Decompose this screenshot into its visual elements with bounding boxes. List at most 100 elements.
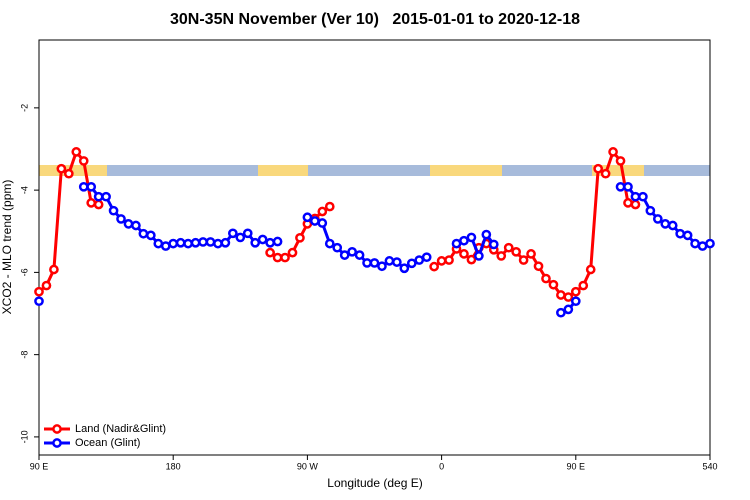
x-tick-label: 90 E bbox=[567, 461, 586, 471]
point bbox=[101, 191, 111, 202]
point bbox=[481, 229, 492, 240]
point bbox=[295, 232, 305, 243]
point bbox=[377, 261, 387, 272]
point bbox=[93, 191, 104, 202]
point bbox=[570, 296, 581, 307]
point bbox=[198, 237, 208, 247]
point bbox=[302, 212, 313, 223]
point bbox=[347, 246, 357, 257]
point bbox=[86, 198, 97, 208]
point bbox=[160, 241, 171, 251]
point bbox=[108, 205, 119, 216]
point bbox=[459, 249, 469, 259]
point bbox=[496, 251, 507, 261]
land-band bbox=[430, 165, 502, 176]
point bbox=[548, 279, 559, 290]
point bbox=[49, 264, 59, 275]
point bbox=[339, 250, 350, 260]
point bbox=[593, 163, 604, 174]
y-tick-label: -2 bbox=[19, 104, 29, 112]
point bbox=[265, 237, 275, 248]
point bbox=[138, 228, 149, 239]
point bbox=[78, 156, 89, 166]
y-axis-label: XCO2 - MLO trend (ppm) bbox=[0, 180, 14, 315]
point bbox=[63, 168, 74, 179]
point bbox=[503, 242, 514, 253]
point bbox=[660, 219, 671, 229]
x-tick-label: 540 bbox=[702, 461, 717, 471]
point bbox=[615, 181, 626, 192]
x-tick-label: 90 E bbox=[30, 461, 49, 471]
land-band bbox=[258, 165, 308, 176]
point bbox=[257, 234, 268, 245]
y-tick-label: -8 bbox=[19, 351, 29, 359]
point bbox=[451, 238, 462, 249]
point bbox=[556, 290, 566, 300]
point bbox=[526, 249, 536, 259]
point bbox=[414, 255, 425, 265]
point bbox=[459, 235, 469, 246]
point bbox=[153, 238, 164, 249]
point bbox=[623, 181, 633, 192]
point bbox=[56, 163, 67, 174]
point bbox=[235, 232, 246, 243]
point bbox=[541, 273, 551, 284]
plot-frame bbox=[38, 39, 711, 456]
point bbox=[615, 156, 626, 166]
point bbox=[71, 147, 82, 157]
x-tick-label: 180 bbox=[166, 461, 181, 471]
point bbox=[317, 206, 328, 217]
land-band bbox=[592, 165, 644, 176]
point bbox=[86, 181, 97, 192]
point bbox=[630, 191, 641, 202]
point bbox=[690, 238, 700, 249]
legend-label: Ocean (Glint) bbox=[75, 437, 140, 449]
land-band bbox=[39, 165, 107, 176]
point bbox=[436, 256, 447, 266]
point bbox=[362, 258, 372, 268]
point bbox=[78, 181, 89, 192]
chart-title: 30N-35N November (Ver 10) 2015-01-01 to … bbox=[170, 11, 580, 28]
point bbox=[332, 242, 343, 253]
point bbox=[317, 218, 328, 228]
point bbox=[392, 257, 402, 267]
point bbox=[511, 246, 522, 257]
x-tick-label: 90 W bbox=[297, 461, 319, 471]
point bbox=[429, 261, 439, 272]
point bbox=[324, 238, 335, 249]
point bbox=[183, 238, 193, 249]
point bbox=[406, 258, 417, 269]
y-tick-label: -10 bbox=[19, 430, 29, 443]
point bbox=[556, 307, 566, 318]
point bbox=[488, 239, 499, 250]
point bbox=[608, 147, 618, 157]
point bbox=[287, 247, 298, 258]
point bbox=[354, 250, 365, 260]
x-axis-label: Longitude (deg E) bbox=[327, 476, 422, 490]
point bbox=[272, 236, 283, 247]
point bbox=[384, 256, 395, 266]
point bbox=[421, 252, 432, 263]
land-ocean-band bbox=[39, 165, 710, 176]
y-tick-label: -4 bbox=[19, 186, 29, 194]
ocean-band bbox=[39, 165, 710, 176]
point bbox=[518, 255, 529, 265]
point bbox=[190, 237, 201, 248]
x-tick-label: 0 bbox=[439, 461, 444, 471]
point bbox=[131, 220, 141, 231]
point bbox=[705, 238, 715, 249]
point bbox=[168, 238, 179, 249]
point bbox=[630, 199, 641, 210]
point bbox=[310, 216, 320, 226]
point bbox=[645, 205, 656, 216]
point bbox=[600, 168, 611, 179]
point bbox=[682, 230, 693, 241]
point bbox=[623, 198, 633, 208]
legend-marker bbox=[52, 424, 62, 434]
point bbox=[227, 228, 238, 239]
y-tick-label: -6 bbox=[19, 268, 29, 276]
point bbox=[585, 264, 596, 275]
point bbox=[369, 258, 380, 268]
point bbox=[41, 280, 52, 291]
